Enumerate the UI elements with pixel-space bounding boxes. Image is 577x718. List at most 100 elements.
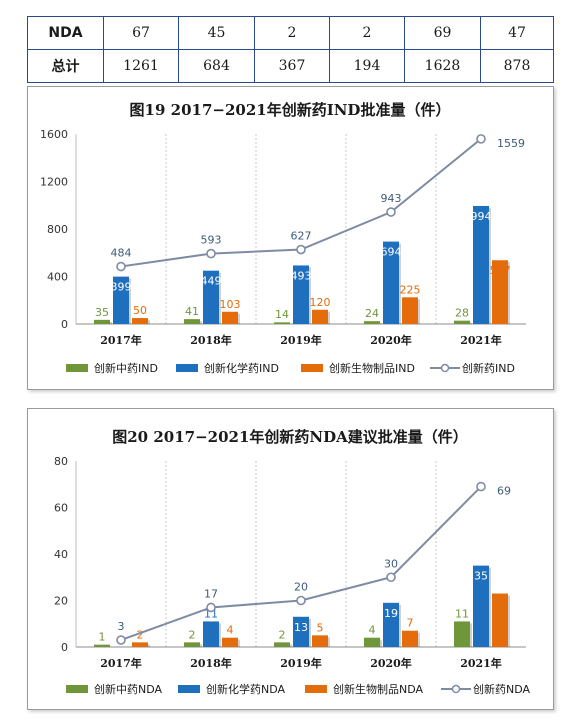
bar-data-label: 120: [310, 296, 331, 309]
legend-swatch: [301, 364, 323, 372]
x-tick-label: 2018年: [190, 333, 232, 347]
bar: [364, 637, 380, 647]
bar-data-label: 103: [220, 298, 241, 311]
bar-data-label: 2: [189, 628, 196, 641]
legend-marker: [440, 363, 450, 373]
bar-data-label: 994: [471, 210, 492, 223]
table-cell: 67: [103, 16, 179, 50]
row-label: NDA: [27, 16, 104, 50]
chart-title: 图19 2017−2021年创新药IND批准量（件）: [130, 101, 451, 119]
bar: [293, 265, 309, 324]
nda-chart: 图20 2017−2021年创新药NDA建议批准量（件） 0 20 40 60 80 201…: [27, 408, 554, 710]
bar: [364, 321, 380, 324]
legend-label: 创新生物制品IND: [329, 361, 415, 375]
y-tick-label: 20: [54, 595, 68, 608]
bar: [203, 621, 219, 647]
table-row: 总计 1261 684 367 194 1628 878: [27, 49, 554, 83]
bar: [402, 297, 418, 324]
y-tick-label: 80: [54, 455, 68, 468]
bar: [184, 319, 200, 324]
x-tick-label: 2020年: [370, 333, 412, 347]
bar-data-label: 13: [294, 621, 308, 634]
bar-data-label: 399: [111, 281, 132, 294]
bar: [402, 630, 418, 647]
line-data-label: 943: [381, 192, 402, 205]
bar-data-label: 5: [317, 621, 324, 634]
y-tick-label: 800: [47, 223, 68, 236]
bar: [132, 642, 148, 647]
bar: [184, 642, 200, 647]
line-point: [386, 207, 396, 217]
legend-label: 创新药NDA: [473, 682, 531, 696]
chart-title: 图20 2017−2021年创新药NDA建议批准量（件）: [112, 428, 468, 446]
line-point: [476, 134, 486, 144]
bar-data-label: 41: [185, 305, 199, 318]
legend-swatch: [305, 685, 327, 693]
ind-chart-svg: 图19 2017−2021年创新药IND批准量（件） 0 400 800 1200 160…: [40, 101, 526, 375]
bar-data-label: 19: [384, 607, 398, 620]
x-tick-label: 2021年: [460, 333, 502, 347]
bar: [203, 270, 219, 324]
bar: [132, 318, 148, 324]
bar: [94, 644, 110, 647]
x-tick-label: 2017年: [100, 333, 142, 347]
table-cell: 194: [329, 49, 405, 83]
bar: [312, 635, 328, 647]
table-cell: 45: [178, 16, 255, 50]
bar: [383, 241, 399, 324]
line-data-label: 593: [201, 234, 222, 247]
row-label: 总计: [27, 49, 104, 83]
legend-swatch: [66, 685, 88, 693]
bar-data-label: 4: [369, 624, 376, 637]
bar-data-label: 537: [490, 264, 511, 277]
table-cell: 2: [329, 16, 405, 50]
line-data-label: 627: [291, 230, 312, 243]
bar: [492, 593, 508, 647]
table-cell: 1261: [103, 49, 179, 83]
bar: [473, 205, 489, 324]
y-tick-label: 1200: [40, 176, 68, 189]
line-data-label: 20: [294, 581, 308, 594]
bar: [94, 319, 110, 324]
line-data-label: 1559: [497, 137, 525, 150]
x-tick-label: 2019年: [280, 656, 322, 670]
bar-data-label: 35: [95, 306, 109, 319]
bar: [454, 320, 470, 324]
line-data-label: 30: [384, 557, 398, 570]
bar-data-label: 1: [99, 631, 106, 644]
bar-data-label: 28: [455, 307, 469, 320]
y-tick-label: 1600: [40, 128, 68, 141]
bar-data-label: 50: [133, 304, 147, 317]
line-point: [296, 595, 306, 606]
line-data-label: 17: [204, 587, 218, 600]
line-point: [206, 248, 216, 259]
bar-data-label: 4: [227, 624, 234, 637]
bar-data-label: 694: [381, 246, 402, 259]
legend-swatch: [176, 364, 198, 372]
line-data-label: 484: [111, 247, 132, 260]
y-tick-label: 400: [47, 271, 68, 284]
legend-marker: [451, 684, 461, 694]
bar-data-label: 225: [400, 283, 421, 296]
bar-data-label: 35: [474, 570, 488, 583]
legend-label: 创新中药IND: [94, 361, 158, 375]
bar-data-label: 2: [279, 628, 286, 641]
line-point: [116, 261, 126, 272]
bar-data-label: 7: [407, 617, 414, 630]
x-tick-label: 2021年: [460, 656, 502, 670]
line-point: [116, 635, 126, 645]
bar: [113, 276, 129, 324]
y-tick-label: 0: [61, 641, 68, 654]
table-cell: 878: [480, 49, 554, 83]
table-cell: 47: [480, 16, 554, 50]
bar: [312, 309, 328, 324]
x-tick-label: 2018年: [190, 656, 232, 670]
bar: [274, 322, 290, 324]
bar-data-label: 24: [365, 307, 379, 320]
nda-chart-svg: 图20 2017−2021年创新药NDA建议批准量（件）020406080201…: [54, 428, 531, 696]
table-row: NDA 67 45 2 2 69 47: [27, 16, 554, 50]
x-tick-label: 2017年: [100, 656, 142, 670]
line-point: [206, 602, 216, 613]
table-cell: 2: [254, 16, 330, 50]
bar-data-label: 23: [493, 598, 507, 611]
